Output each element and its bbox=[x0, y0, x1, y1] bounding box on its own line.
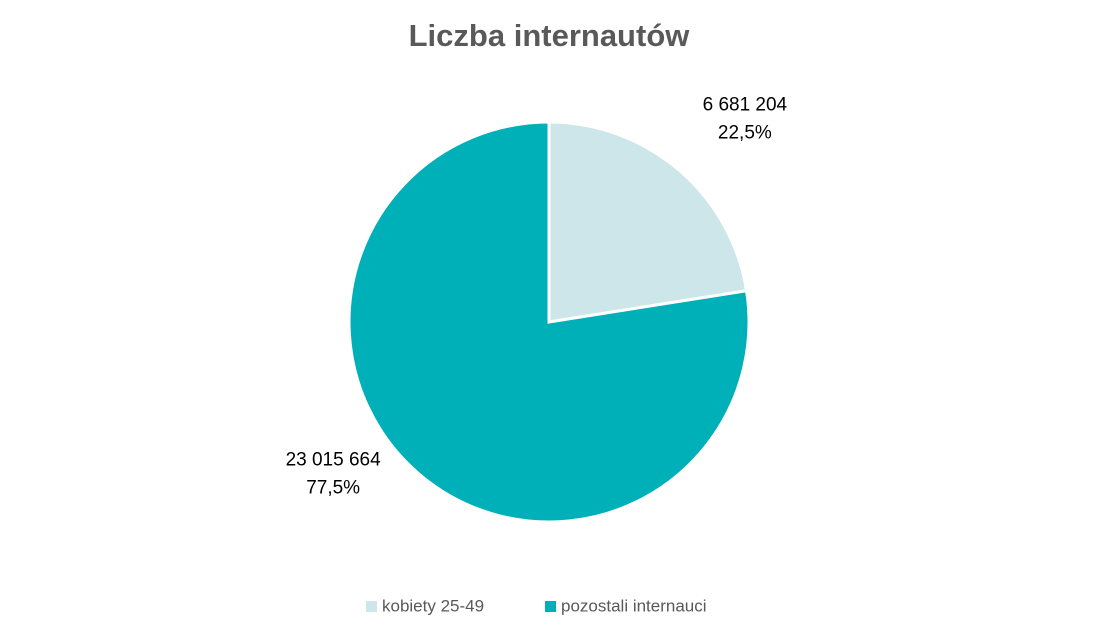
legend-swatch bbox=[366, 601, 377, 612]
legend-label: kobiety 25-49 bbox=[382, 596, 484, 615]
pie-slice bbox=[347, 120, 751, 524]
percent-label: 22,5% bbox=[718, 123, 772, 144]
data-label: 6 681 204 bbox=[703, 95, 788, 116]
data-label: 23 015 664 bbox=[286, 450, 382, 471]
percent-label: 77,5% bbox=[306, 478, 360, 499]
chart-title: Liczba internautów bbox=[409, 18, 691, 53]
pie-slice bbox=[547, 120, 749, 324]
legend-swatch bbox=[545, 601, 556, 612]
legend-label: pozostali internauci bbox=[561, 596, 707, 615]
